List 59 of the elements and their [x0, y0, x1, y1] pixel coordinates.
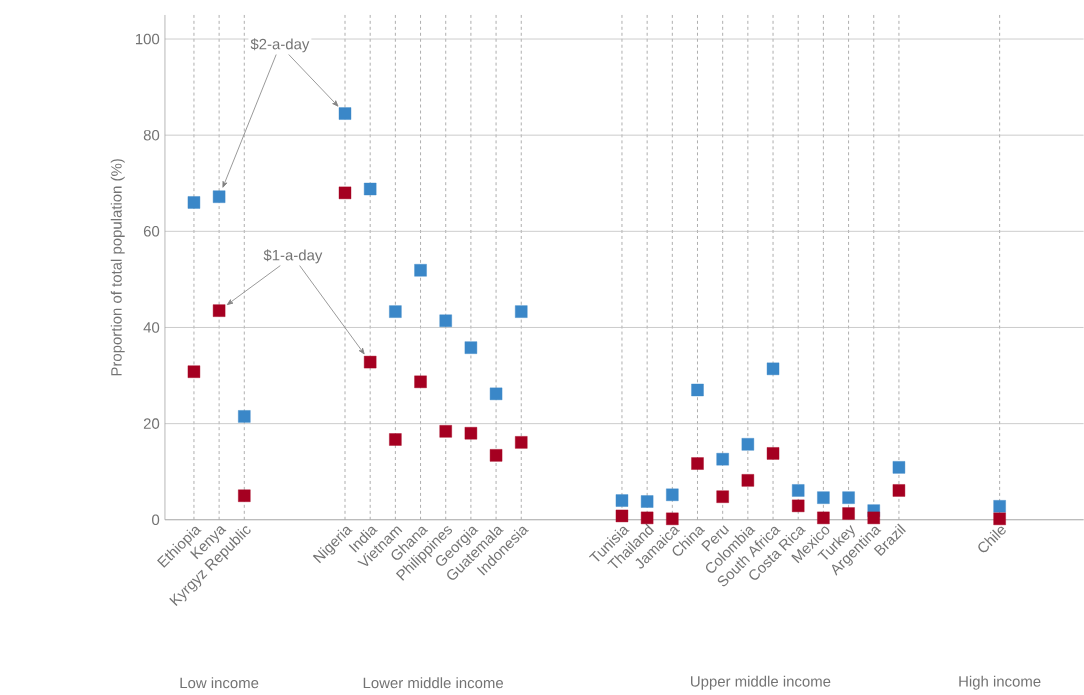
y-tick-label: 60	[143, 226, 160, 237]
point	[414, 264, 427, 277]
text: High income	[959, 675, 1041, 690]
point	[238, 489, 251, 503]
text: $2-a-day	[250, 38, 310, 53]
point	[993, 512, 1006, 526]
point	[439, 425, 452, 438]
point	[187, 365, 201, 379]
point	[338, 107, 352, 120]
point	[615, 509, 629, 523]
point	[691, 383, 704, 397]
point	[741, 474, 755, 487]
point	[439, 314, 452, 328]
y-tick-label: 80	[143, 130, 160, 141]
point	[892, 484, 906, 497]
point	[640, 495, 654, 508]
point	[792, 499, 805, 513]
point	[867, 511, 880, 525]
point	[691, 457, 704, 470]
point	[238, 410, 251, 423]
point	[817, 511, 830, 525]
point	[414, 375, 427, 389]
point	[464, 427, 478, 440]
y-tick-label: 40	[143, 322, 160, 333]
text: $1-a-day	[263, 249, 323, 264]
text: Lower middle income	[363, 677, 503, 689]
point	[766, 447, 780, 460]
point	[666, 512, 679, 526]
point	[187, 196, 201, 209]
point	[363, 356, 377, 369]
point	[489, 387, 503, 401]
point	[515, 305, 528, 318]
point	[615, 494, 629, 507]
point	[817, 491, 830, 505]
point	[842, 491, 855, 505]
point	[993, 500, 1006, 513]
y-tick-label: 100	[135, 33, 160, 45]
y-tick-label: 20	[143, 418, 160, 430]
text: Upper middle income	[691, 675, 831, 690]
point	[489, 449, 503, 462]
point	[389, 433, 402, 446]
point	[389, 305, 402, 318]
point	[741, 438, 755, 451]
point	[464, 341, 478, 355]
point	[666, 488, 679, 502]
text: Low income	[180, 677, 259, 689]
point	[338, 186, 352, 200]
point	[212, 190, 226, 204]
point	[212, 304, 226, 317]
y-axis-title: Proportion of total population (%)	[110, 159, 125, 376]
point	[515, 436, 528, 449]
point	[716, 453, 729, 466]
point	[892, 461, 906, 474]
point	[363, 182, 377, 196]
point	[716, 490, 729, 504]
point	[766, 362, 780, 376]
point	[842, 507, 855, 520]
point	[792, 484, 805, 497]
y-tick-label: 0	[152, 514, 160, 526]
